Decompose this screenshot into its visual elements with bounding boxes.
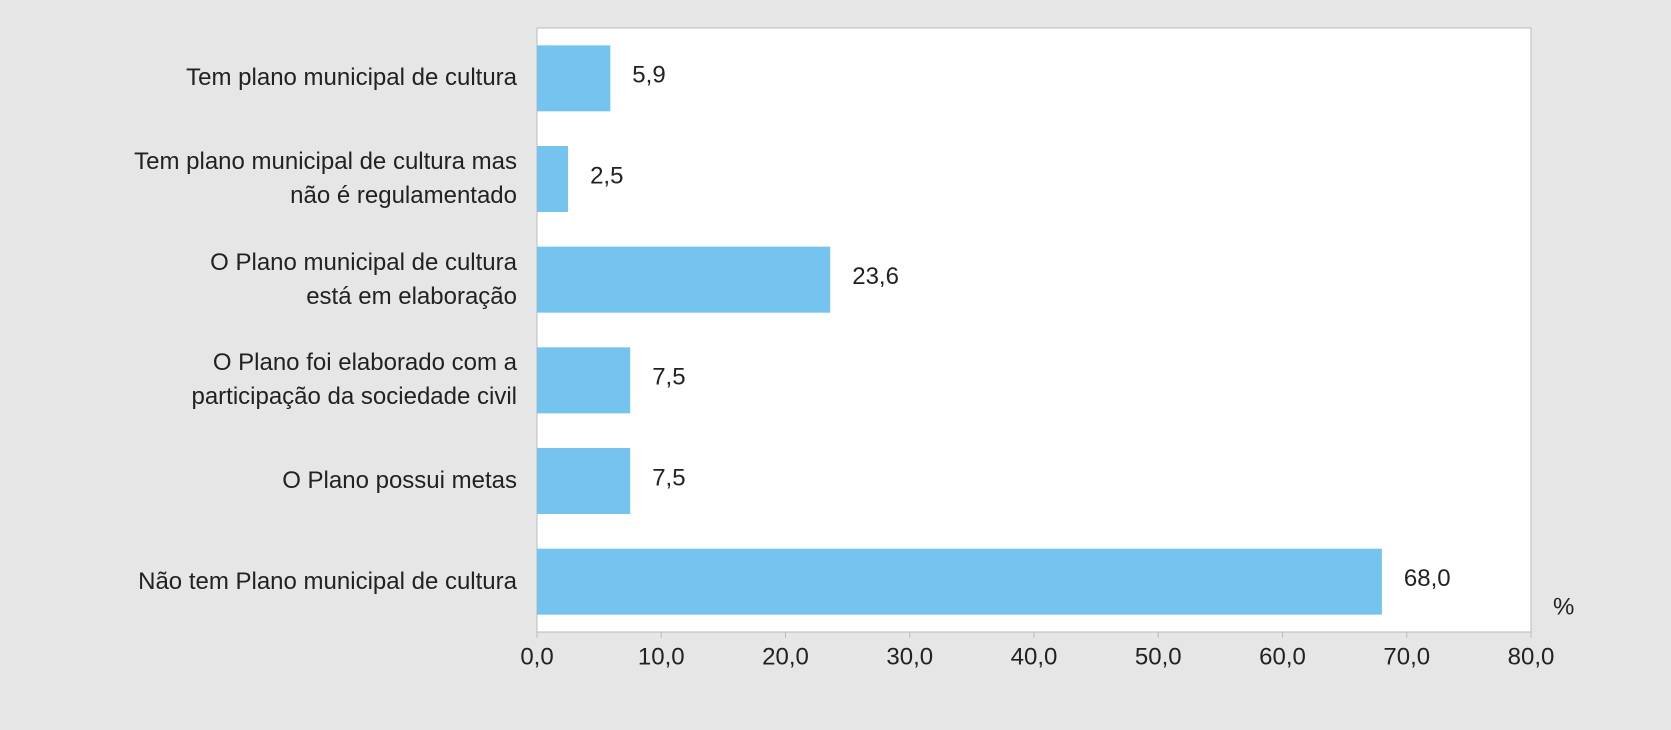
bar [537, 448, 631, 514]
value-label: 23,6 [852, 263, 899, 290]
category-label: O Plano possui metas [282, 467, 517, 494]
value-label: 7,5 [652, 464, 685, 491]
category-label: O Plano foi elaborado com a participação… [191, 349, 517, 411]
x-unit: % [1553, 593, 1574, 620]
value-label: 7,5 [652, 364, 685, 391]
category-label: Não tem Plano municipal de cultura [138, 567, 517, 595]
x-tick-label: 20,0 [762, 643, 809, 670]
x-tick-label: 50,0 [1135, 643, 1182, 670]
category-label: Tem plano municipal de cultura [186, 64, 517, 92]
category-label: Tem plano municipal de cultura mas não é… [134, 148, 517, 209]
x-tick-label: 70,0 [1383, 643, 1430, 670]
x-tick-label: 30,0 [886, 643, 933, 670]
x-tick-label: 60,0 [1259, 643, 1306, 670]
x-tick-label: 0,0 [520, 643, 553, 670]
plot-area [536, 27, 1532, 633]
bar [537, 246, 831, 313]
category-label: O Plano municipal de cultura está em ela… [210, 248, 517, 310]
x-tick-label: 80,0 [1508, 643, 1555, 670]
bar [537, 45, 611, 112]
value-label: 68,0 [1404, 565, 1451, 592]
bar [537, 146, 569, 212]
bar [537, 548, 1382, 615]
bar [537, 347, 631, 414]
value-label: 2,5 [590, 162, 623, 189]
value-label: 5,9 [632, 62, 665, 89]
x-tick-label: 10,0 [638, 643, 685, 670]
x-tick-label: 40,0 [1011, 643, 1058, 670]
